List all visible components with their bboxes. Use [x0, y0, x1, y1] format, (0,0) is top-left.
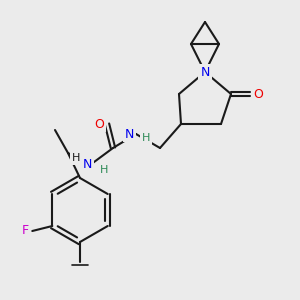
- Text: O: O: [253, 88, 263, 100]
- Text: H: H: [72, 153, 80, 163]
- Text: H: H: [100, 165, 108, 175]
- Text: H: H: [142, 133, 150, 143]
- Text: F: F: [22, 224, 29, 238]
- Text: N: N: [124, 128, 134, 140]
- Text: O: O: [94, 118, 104, 130]
- Text: N: N: [200, 65, 210, 79]
- Text: N: N: [82, 158, 92, 172]
